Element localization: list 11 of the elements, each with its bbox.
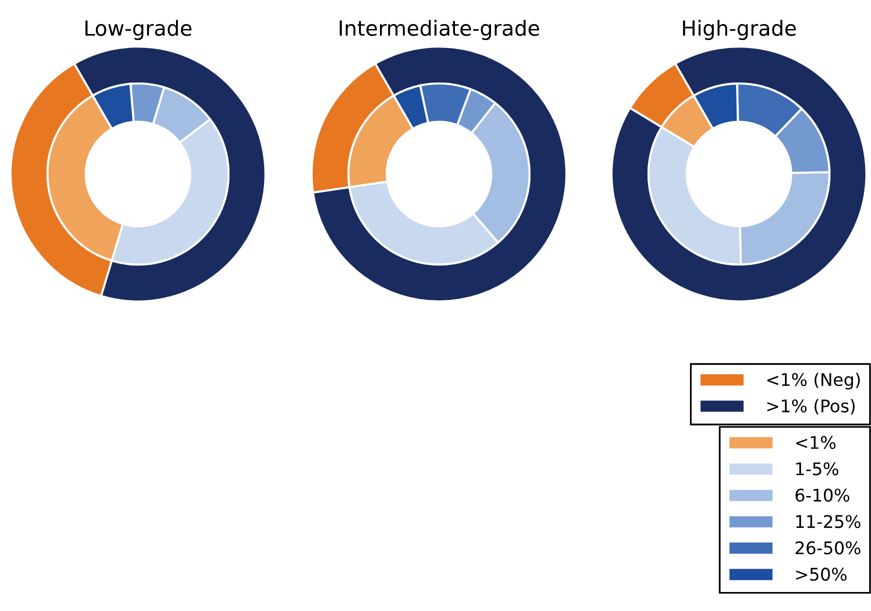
legend-label: <1% (Neg) bbox=[767, 372, 860, 390]
legend-label: 6-10% bbox=[796, 488, 850, 502]
legend-label: >50% bbox=[796, 568, 847, 581]
legend-label: 1-5% bbox=[796, 462, 838, 476]
chart-title: Intermediate-grade bbox=[340, 20, 540, 40]
legend-label: 11-25% bbox=[796, 514, 860, 528]
legend-label: <1% bbox=[796, 436, 836, 450]
chart-title: High-grade bbox=[683, 20, 796, 40]
chart-title: Low-grade bbox=[85, 20, 192, 40]
legend-label: 26-50% bbox=[796, 541, 860, 554]
legend-label: >1% (Pos) bbox=[767, 399, 855, 415]
